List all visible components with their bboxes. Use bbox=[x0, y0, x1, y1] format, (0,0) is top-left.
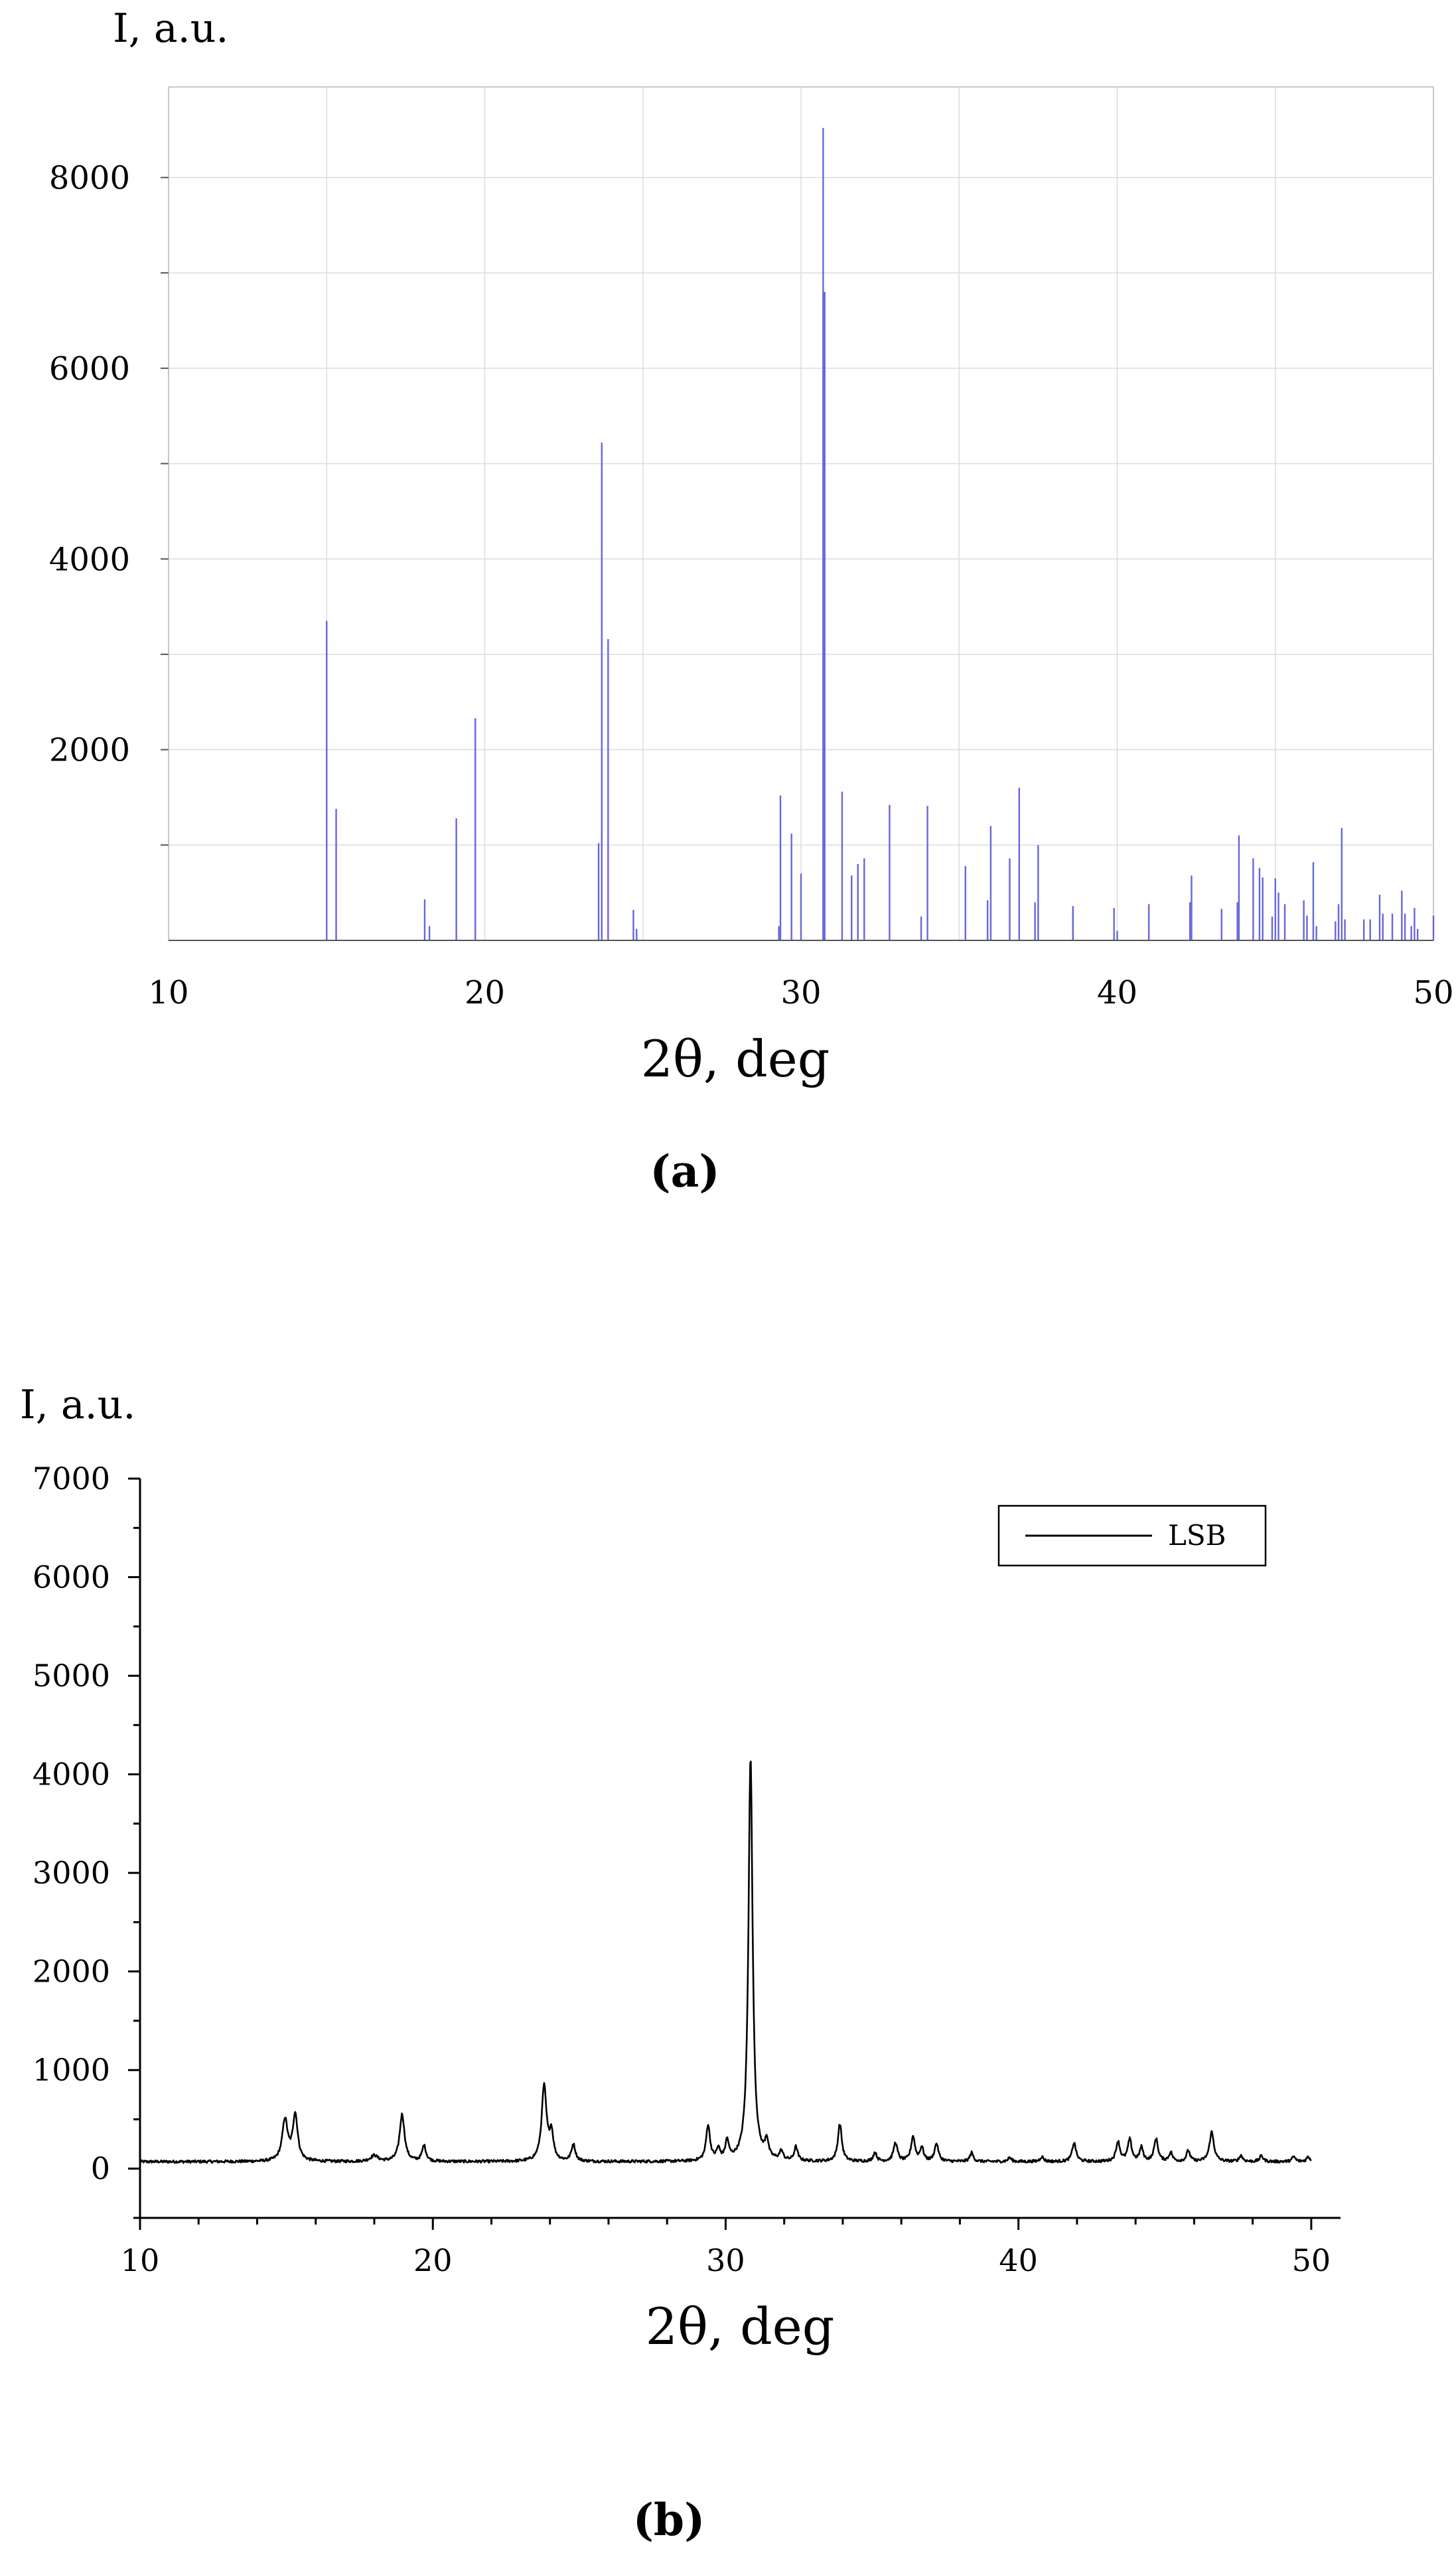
panel-a-y-tick-label: 2000 bbox=[49, 732, 130, 769]
panel-b-x-axis-label: 2θ, deg bbox=[646, 2297, 835, 2356]
panel-b-y-tick-label: 7000 bbox=[33, 1461, 110, 1497]
panel-b-x-tick-label: 30 bbox=[706, 2242, 745, 2278]
panel-a-y-tick-label: 4000 bbox=[49, 541, 130, 578]
panel-b-y-ticks: 0 1000 2000 3000 4000 5000 6000 7000 bbox=[33, 1461, 140, 2219]
legend-label-lsb: LSB bbox=[1168, 1519, 1226, 1552]
panel-b: 0 1000 2000 3000 4000 5000 6000 7000 10 20 30 40 50… bbox=[20, 1382, 1341, 2546]
panel-a-y-axis-label: I, a.u. bbox=[113, 5, 228, 52]
panel-a-peaks bbox=[326, 127, 1435, 940]
panel-b-x-tick-label: 20 bbox=[413, 2242, 453, 2278]
panel-a-x-ticks: 10 20 30 40 50 bbox=[148, 974, 1453, 1011]
panel-b-y-tick-label: 5000 bbox=[33, 1658, 110, 1694]
panel-a: 10 20 30 40 50 2000 4000 6000 8000 I, a.u. 2θ, … bbox=[49, 5, 1454, 1197]
panel-b-label: (b) bbox=[633, 2494, 705, 2546]
panel-b-y-tick-label: 3000 bbox=[33, 1855, 110, 1891]
panel-b-x-ticks: 10 20 30 40 50 bbox=[121, 2218, 1331, 2278]
panel-a-y-ticks: 2000 4000 6000 8000 bbox=[49, 160, 169, 846]
panel-a-x-tick-label: 10 bbox=[148, 974, 188, 1011]
panel-a-x-tick-label: 50 bbox=[1413, 974, 1453, 1011]
panel-a-x-tick-label: 40 bbox=[1097, 974, 1137, 1011]
panel-b-legend: LSB bbox=[997, 1504, 1267, 1567]
panel-b-x-tick-label: 10 bbox=[121, 2242, 160, 2278]
panel-b-x-tick-label: 40 bbox=[999, 2242, 1038, 2278]
panel-a-x-tick-label: 30 bbox=[780, 974, 821, 1011]
panel-b-y-tick-label: 4000 bbox=[33, 1757, 110, 1793]
panel-b-y-tick-label: 1000 bbox=[33, 2052, 110, 2088]
panel-a-x-axis-label: 2θ, deg bbox=[641, 1029, 830, 1088]
panel-b-y-tick-label: 6000 bbox=[33, 1560, 110, 1595]
panel-b-x-tick-label: 50 bbox=[1292, 2242, 1331, 2278]
panel-b-y-axis-label: I, a.u. bbox=[20, 1382, 135, 1428]
panel-a-x-tick-label: 20 bbox=[465, 974, 505, 1011]
panel-b-series-line-lsb bbox=[139, 1760, 1312, 2164]
panel-a-label: (a) bbox=[650, 1145, 719, 1197]
panel-a-y-tick-label: 8000 bbox=[49, 160, 130, 197]
panel-a-y-tick-label: 6000 bbox=[49, 350, 130, 388]
panel-b-y-tick-label: 0 bbox=[91, 2151, 110, 2187]
panel-b-y-tick-label: 2000 bbox=[33, 1954, 110, 1990]
